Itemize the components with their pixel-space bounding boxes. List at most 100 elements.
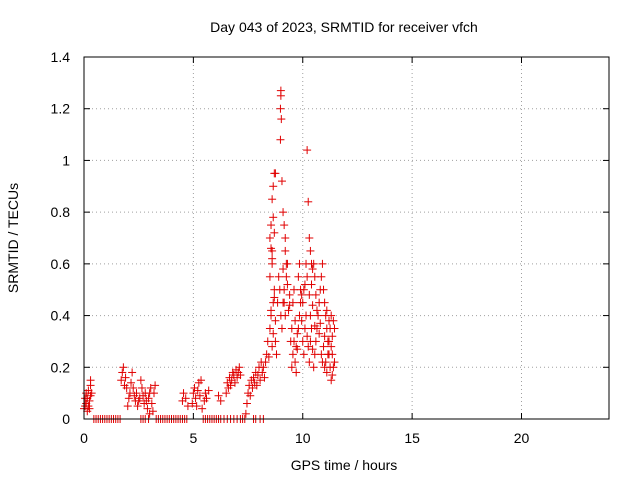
data-point bbox=[271, 316, 280, 325]
data-point bbox=[287, 363, 296, 372]
data-point bbox=[308, 301, 317, 310]
data-point bbox=[327, 376, 336, 385]
data-point bbox=[318, 358, 327, 367]
data-point bbox=[299, 285, 308, 294]
data-point bbox=[246, 391, 255, 400]
y-tick-labels: 0 0.2 0.4 0.6 0.8 1 1.2 1.4 bbox=[51, 49, 71, 427]
data-point bbox=[198, 404, 207, 413]
data-point bbox=[193, 386, 202, 395]
data-point bbox=[297, 290, 306, 299]
data-point bbox=[268, 254, 277, 263]
data-point bbox=[272, 350, 281, 359]
data-point bbox=[258, 368, 267, 377]
data-point bbox=[326, 324, 335, 333]
data-point bbox=[259, 363, 268, 372]
data-point bbox=[316, 319, 325, 328]
data-point bbox=[285, 290, 294, 299]
data-point bbox=[299, 350, 308, 359]
data-point bbox=[264, 352, 273, 361]
data-point bbox=[144, 394, 153, 403]
data-point bbox=[297, 316, 306, 325]
data-point bbox=[279, 265, 288, 274]
data-point bbox=[202, 394, 211, 403]
data-point bbox=[322, 306, 331, 315]
data-point bbox=[298, 337, 307, 346]
data-point bbox=[304, 197, 313, 206]
data-point bbox=[128, 368, 137, 377]
data-point bbox=[305, 234, 314, 242]
data-point bbox=[318, 259, 327, 268]
data-point bbox=[328, 350, 337, 359]
data-point bbox=[329, 363, 338, 372]
data-point bbox=[269, 329, 278, 338]
chart-title: Day 043 of 2023, SRMTID for receiver vfc… bbox=[210, 19, 478, 35]
data-point bbox=[303, 332, 312, 341]
data-point bbox=[263, 337, 272, 346]
data-point bbox=[270, 228, 279, 237]
data-point bbox=[235, 363, 244, 372]
data-point bbox=[309, 363, 318, 372]
data-point bbox=[294, 272, 303, 281]
y-tick-label: 0.8 bbox=[51, 204, 71, 220]
data-point bbox=[303, 146, 312, 155]
data-point bbox=[271, 169, 280, 178]
data-point bbox=[298, 298, 307, 307]
data-point bbox=[308, 265, 317, 274]
data-point bbox=[282, 272, 291, 281]
data-point bbox=[269, 182, 278, 191]
data-point bbox=[317, 350, 326, 359]
data-point bbox=[311, 290, 320, 299]
data-point bbox=[277, 177, 286, 186]
data-point bbox=[261, 358, 270, 367]
data-point bbox=[119, 363, 128, 372]
data-point bbox=[147, 399, 156, 408]
data-point bbox=[124, 394, 133, 403]
data-point bbox=[277, 115, 286, 124]
data-point bbox=[267, 244, 276, 253]
plot-frame bbox=[83, 56, 610, 420]
data-point bbox=[127, 378, 136, 387]
data-point bbox=[216, 396, 225, 405]
data-point bbox=[226, 381, 235, 390]
data-point bbox=[280, 298, 289, 307]
data-point bbox=[191, 394, 200, 403]
data-point bbox=[179, 389, 188, 398]
data-point bbox=[285, 301, 294, 310]
data-point bbox=[281, 234, 290, 242]
data-point bbox=[325, 337, 333, 346]
data-point bbox=[197, 376, 206, 385]
data-point bbox=[328, 332, 337, 341]
data-point bbox=[315, 329, 324, 338]
grid-lines bbox=[84, 57, 609, 419]
data-point bbox=[310, 272, 319, 281]
data-point bbox=[276, 104, 285, 113]
y-tick-label: 1 bbox=[62, 152, 70, 168]
data-point bbox=[265, 272, 274, 281]
data-point bbox=[282, 259, 291, 268]
data-point bbox=[137, 383, 146, 392]
y-tick-label: 0.6 bbox=[51, 256, 71, 272]
data-point bbox=[322, 368, 331, 377]
data-point bbox=[86, 376, 95, 385]
data-point bbox=[236, 371, 245, 380]
data-point bbox=[267, 306, 276, 315]
data-point bbox=[268, 342, 277, 351]
data-point bbox=[252, 381, 261, 390]
data-point bbox=[253, 371, 262, 380]
data-point bbox=[265, 324, 274, 333]
data-point bbox=[288, 350, 297, 359]
data-point bbox=[151, 381, 160, 390]
data-point bbox=[328, 371, 337, 380]
data-point bbox=[302, 311, 311, 320]
data-point bbox=[279, 208, 288, 217]
data-point bbox=[306, 246, 315, 255]
data-point bbox=[249, 373, 258, 382]
data-point bbox=[277, 324, 286, 333]
data-point bbox=[291, 358, 300, 367]
data-point bbox=[308, 345, 317, 354]
data-point bbox=[136, 376, 145, 385]
data-point bbox=[132, 389, 141, 398]
data-point bbox=[85, 396, 94, 405]
x-axis-label: GPS time / hours bbox=[291, 457, 398, 473]
